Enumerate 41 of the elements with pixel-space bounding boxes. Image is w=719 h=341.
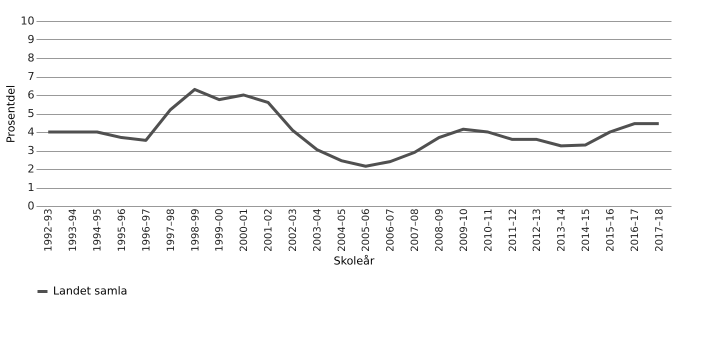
x-tick-label: 1993–94 (68, 208, 80, 252)
y-tick-label: 10 (20, 14, 34, 28)
x-tick-label: 1994–95 (92, 208, 104, 252)
x-tick-label: 2002–03 (288, 208, 299, 252)
x-axis-title: Skoleår (334, 254, 375, 268)
x-tick-label: 1995–96 (116, 208, 128, 252)
y-tick-label: 3 (28, 144, 34, 157)
x-tick-label: 2013–14 (556, 208, 568, 252)
x-tick-label: 2001–02 (264, 208, 275, 252)
y-axis-title: Prosentdel (4, 84, 18, 144)
x-tick-label: 2007–08 (410, 208, 422, 252)
x-tick-label: 2004–05 (336, 208, 348, 252)
x-tick-label: 2010–11 (483, 208, 494, 252)
y-tick-label: 2 (28, 162, 34, 176)
y-tick-label: 5 (28, 107, 34, 120)
x-tick-label: 1998–99 (190, 208, 202, 252)
x-tick-label: 1999–00 (214, 208, 226, 252)
y-tick-label: 7 (28, 70, 34, 83)
y-tick-label: 1 (28, 181, 34, 194)
x-tick-label: 2003–04 (312, 208, 324, 252)
x-tick-label: 1996–97 (141, 208, 152, 252)
x-tick-label: 2009–10 (458, 208, 470, 252)
y-tick-label: 0 (28, 200, 34, 212)
x-tick-label: 2014–15 (581, 208, 592, 252)
legend-label: Landet samla (53, 284, 128, 298)
y-tick-label: 6 (28, 88, 34, 102)
x-tick-label: 2008–09 (434, 208, 446, 252)
y-tick-label: 4 (28, 126, 34, 138)
x-tick-label: 1992–93 (44, 208, 55, 252)
x-tick-label: 2017–18 (654, 208, 666, 252)
x-tick-label: 2006–07 (386, 208, 397, 252)
x-tick-label: 2005–06 (361, 208, 372, 252)
y-tick-label: 9 (28, 33, 34, 46)
x-tick-label: 2015–16 (605, 208, 616, 252)
x-tick-label: 2000–01 (239, 208, 250, 252)
x-tick-label: 2016–17 (630, 208, 641, 252)
x-tick-label: 2011–12 (508, 208, 519, 252)
y-tick-label: 8 (28, 52, 34, 64)
x-tick-label: 2012–13 (532, 208, 544, 252)
line-series (46, 88, 660, 168)
x-tick-label: 1997–98 (166, 208, 177, 252)
